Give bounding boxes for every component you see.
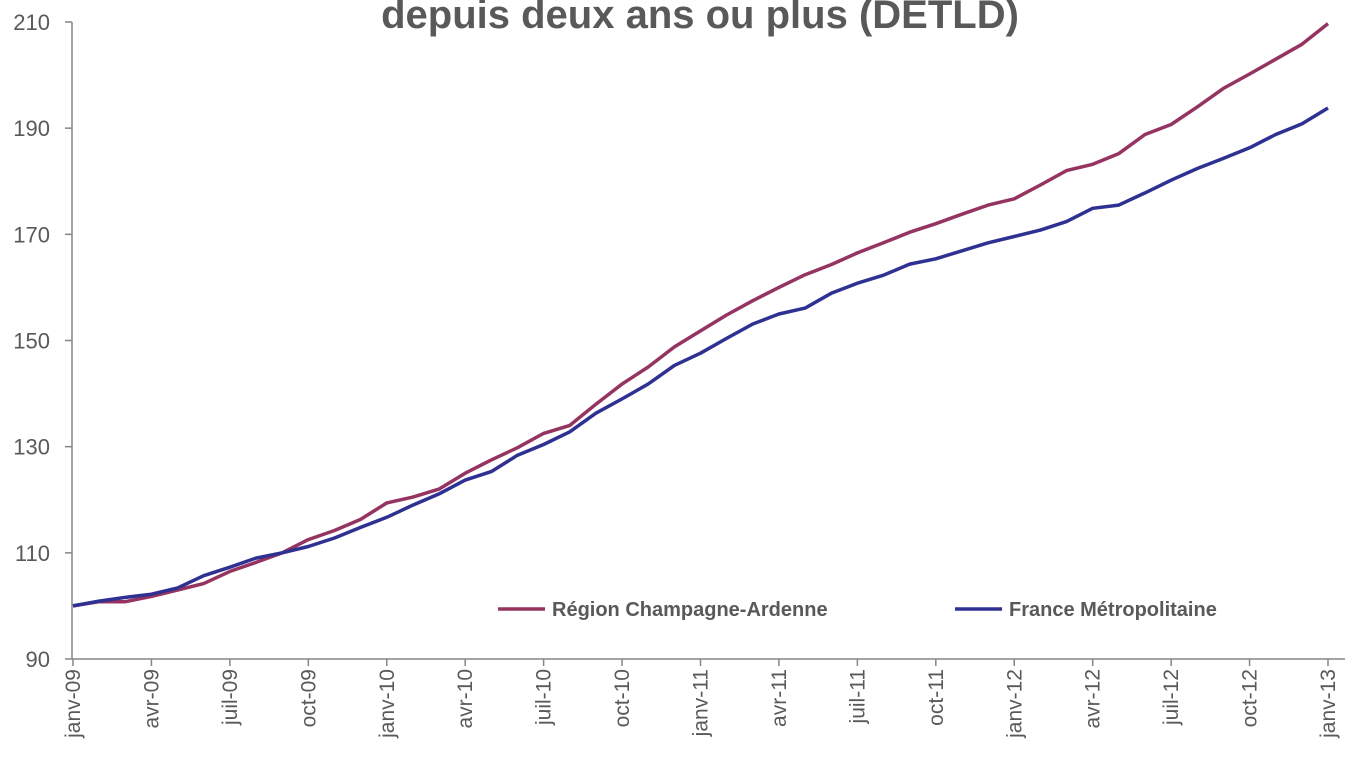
x-tick-label: juil-12 (1160, 669, 1183, 726)
series-line (72, 22, 1330, 608)
x-tick-label: janv-12 (1003, 669, 1026, 739)
y-tick-label: 110 (15, 541, 50, 566)
x-tick-label: juil-09 (219, 669, 242, 726)
y-tick-label: 130 (13, 435, 50, 460)
legend-label: France Métropolitaine (1009, 599, 1217, 621)
x-tick-label: oct-11 (925, 669, 948, 726)
x-tick-label: juil-11 (846, 669, 869, 724)
x-tick-label: janv-10 (376, 669, 399, 739)
legend-label: Région Champagne-Ardenne (552, 599, 828, 621)
x-tick-label: janv-11 (690, 669, 713, 737)
series-line (72, 106, 1329, 608)
y-tick-label: 90 (26, 647, 50, 672)
x-tick-label: avr-12 (1082, 669, 1105, 729)
y-tick-label: 170 (13, 222, 50, 247)
y-tick-label: 210 (13, 10, 50, 35)
x-tick-label: juil-10 (533, 669, 556, 726)
x-tick-label: avr-11 (768, 669, 791, 727)
x-tick-label: oct-12 (1239, 669, 1262, 727)
chart-title: depuis deux ans ou plus (DETLD) (381, 0, 1019, 37)
x-tick-label: janv-13 (1317, 669, 1340, 739)
x-tick-label: oct-10 (611, 669, 634, 727)
x-tick-label: avr-09 (140, 669, 163, 729)
y-tick-label: 150 (13, 329, 50, 354)
x-tick-label: janv-09 (62, 669, 85, 739)
y-tick-label: 190 (13, 116, 50, 141)
x-tick-label: oct-09 (297, 669, 320, 727)
x-tick-label: avr-10 (454, 669, 477, 729)
